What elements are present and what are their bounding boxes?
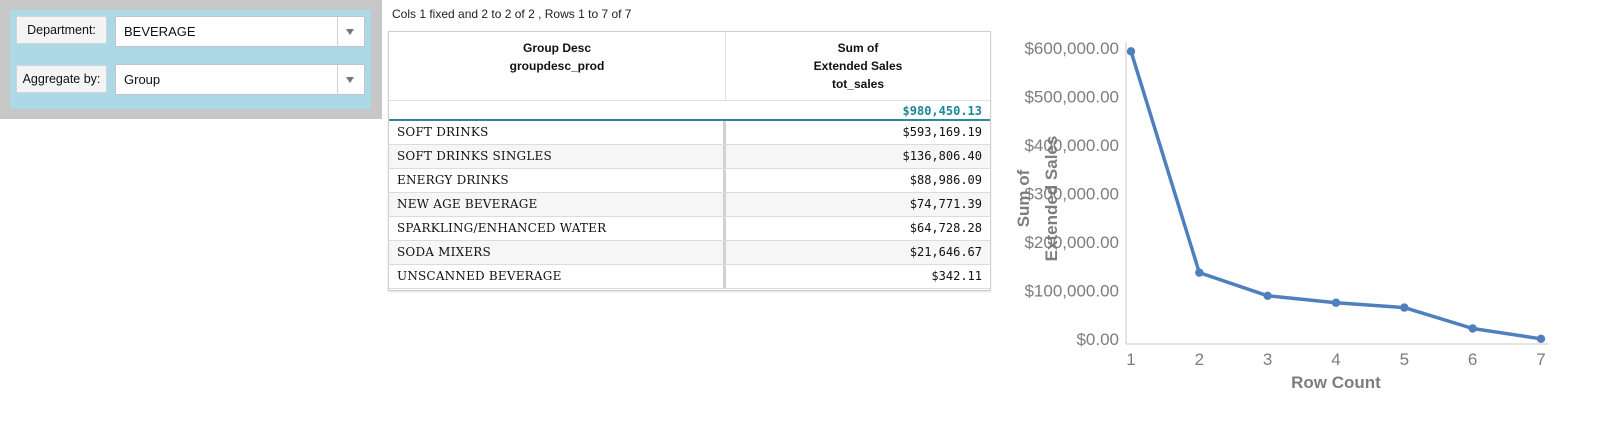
- y-axis-label: Sum of Extended Sales: [1014, 136, 1061, 262]
- chevron-down-icon: [346, 29, 354, 35]
- aggregate-label: Aggregate by:: [16, 65, 107, 93]
- sales-cell: $342.11: [931, 269, 982, 283]
- department-value: BEVERAGE: [124, 24, 196, 39]
- x-tick-label: 6: [1468, 350, 1477, 369]
- data-grid: Group Desc groupdesc_prod Sum of Extende…: [388, 31, 991, 291]
- x-axis-label: Row Count: [1291, 373, 1381, 392]
- x-tick-label: 7: [1536, 350, 1545, 369]
- sales-cell: $88,986.09: [909, 173, 982, 187]
- chart-ticks: $0.00 $100,000.00 $200,000.00 $300,000.00 $4…: [1024, 39, 1545, 369]
- group-cell: SPARKLING/ENHANCED WATER: [389, 217, 726, 240]
- x-tick-label: 1: [1126, 350, 1135, 369]
- y-tick-label: $200,000.00: [1024, 233, 1119, 252]
- x-tick-label: 2: [1195, 350, 1204, 369]
- chart-plot-area: [1126, 47, 1546, 344]
- sales-cell: $21,646.67: [909, 245, 982, 259]
- column-header-line: groupdesc_prod: [509, 59, 605, 73]
- data-point[interactable]: [1263, 291, 1272, 301]
- data-point[interactable]: [1331, 298, 1341, 307]
- column-header-group-desc[interactable]: Group Desc groupdesc_prod: [389, 32, 726, 100]
- aggregate-value: Group: [124, 72, 161, 87]
- y-axis-label-line: Extended Sales: [1042, 136, 1061, 262]
- x-tick-label: 4: [1331, 350, 1340, 369]
- filter-panel: Department: BEVERAGE Aggregate by: Group: [0, 0, 382, 119]
- data-point[interactable]: [1400, 303, 1409, 312]
- sales-cell: $74,771.39: [909, 197, 982, 211]
- x-tick-label: 3: [1263, 350, 1272, 369]
- group-cell: UNSCANNED BEVERAGE: [389, 265, 726, 288]
- group-cell: SOFT DRINKS SINGLES: [389, 145, 726, 168]
- chart-axes: [1125, 42, 1549, 345]
- column-header-line: Extended Sales: [813, 59, 903, 73]
- sales-cell: $136,806.40: [902, 149, 982, 163]
- line-chart: Sum of Extended Sales Row Count $0.00 $10…: [1014, 39, 1549, 392]
- y-tick-label: $0.00: [1076, 330, 1119, 349]
- table-row[interactable]: NEW AGE BEVERAGE $74,771.39: [389, 193, 990, 217]
- table-row[interactable]: ENERGY DRINKS $88,986.09: [389, 169, 990, 193]
- total-value: $980,450.13: [902, 104, 982, 118]
- column-header-line: tot_sales: [831, 77, 885, 91]
- aggregate-dropdown-button[interactable]: [337, 65, 364, 94]
- total-row: $980,450.13: [389, 100, 990, 121]
- y-tick-label: $500,000.00: [1024, 88, 1119, 107]
- table-row[interactable]: SPARKLING/ENHANCED WATER $64,728.28: [389, 217, 990, 241]
- table-row[interactable]: SODA MIXERS $21,646.67: [389, 241, 990, 265]
- table-pagination-info: Cols 1 fixed and 2 to 2 of 2 , Rows 1 to…: [392, 7, 632, 21]
- data-point[interactable]: [1536, 334, 1546, 344]
- chevron-down-icon: [346, 77, 354, 83]
- group-cell: SODA MIXERS: [389, 241, 726, 264]
- column-header-line: Sum of: [837, 41, 879, 55]
- y-tick-label: $300,000.00: [1024, 185, 1119, 204]
- x-tick-label: 5: [1400, 350, 1409, 369]
- y-axis-label-line: Sum of: [1014, 169, 1033, 227]
- group-cell: SOFT DRINKS: [389, 121, 726, 144]
- data-point[interactable]: [1468, 324, 1477, 333]
- department-dropdown-button[interactable]: [337, 17, 364, 46]
- data-point[interactable]: [1126, 47, 1136, 56]
- column-header-sum-sales[interactable]: Sum of Extended Sales tot_sales: [726, 32, 990, 100]
- group-cell: ENERGY DRINKS: [389, 169, 726, 192]
- y-tick-label: $400,000.00: [1024, 136, 1119, 155]
- table-body: SOFT DRINKS $593,169.19 SOFT DRINKS SING…: [389, 121, 990, 289]
- data-point[interactable]: [1195, 268, 1204, 277]
- table-row[interactable]: SOFT DRINKS $593,169.19: [389, 121, 990, 145]
- department-label: Department:: [16, 16, 107, 44]
- department-select[interactable]: BEVERAGE: [115, 16, 365, 47]
- column-header-line: Group Desc: [522, 41, 591, 55]
- y-tick-label: $100,000.00: [1024, 282, 1119, 301]
- group-cell: NEW AGE BEVERAGE: [389, 193, 726, 216]
- sales-cell: $593,169.19: [902, 125, 982, 139]
- aggregate-select[interactable]: Group: [115, 64, 365, 95]
- sales-cell: $64,728.28: [909, 221, 982, 235]
- y-tick-label: $600,000.00: [1024, 39, 1119, 58]
- table-row[interactable]: SOFT DRINKS SINGLES $136,806.40: [389, 145, 990, 169]
- table-row[interactable]: UNSCANNED BEVERAGE $342.11: [389, 265, 990, 289]
- filter-panel-inner: Department: BEVERAGE Aggregate by: Group: [10, 10, 371, 109]
- series-line: [1129, 50, 1542, 341]
